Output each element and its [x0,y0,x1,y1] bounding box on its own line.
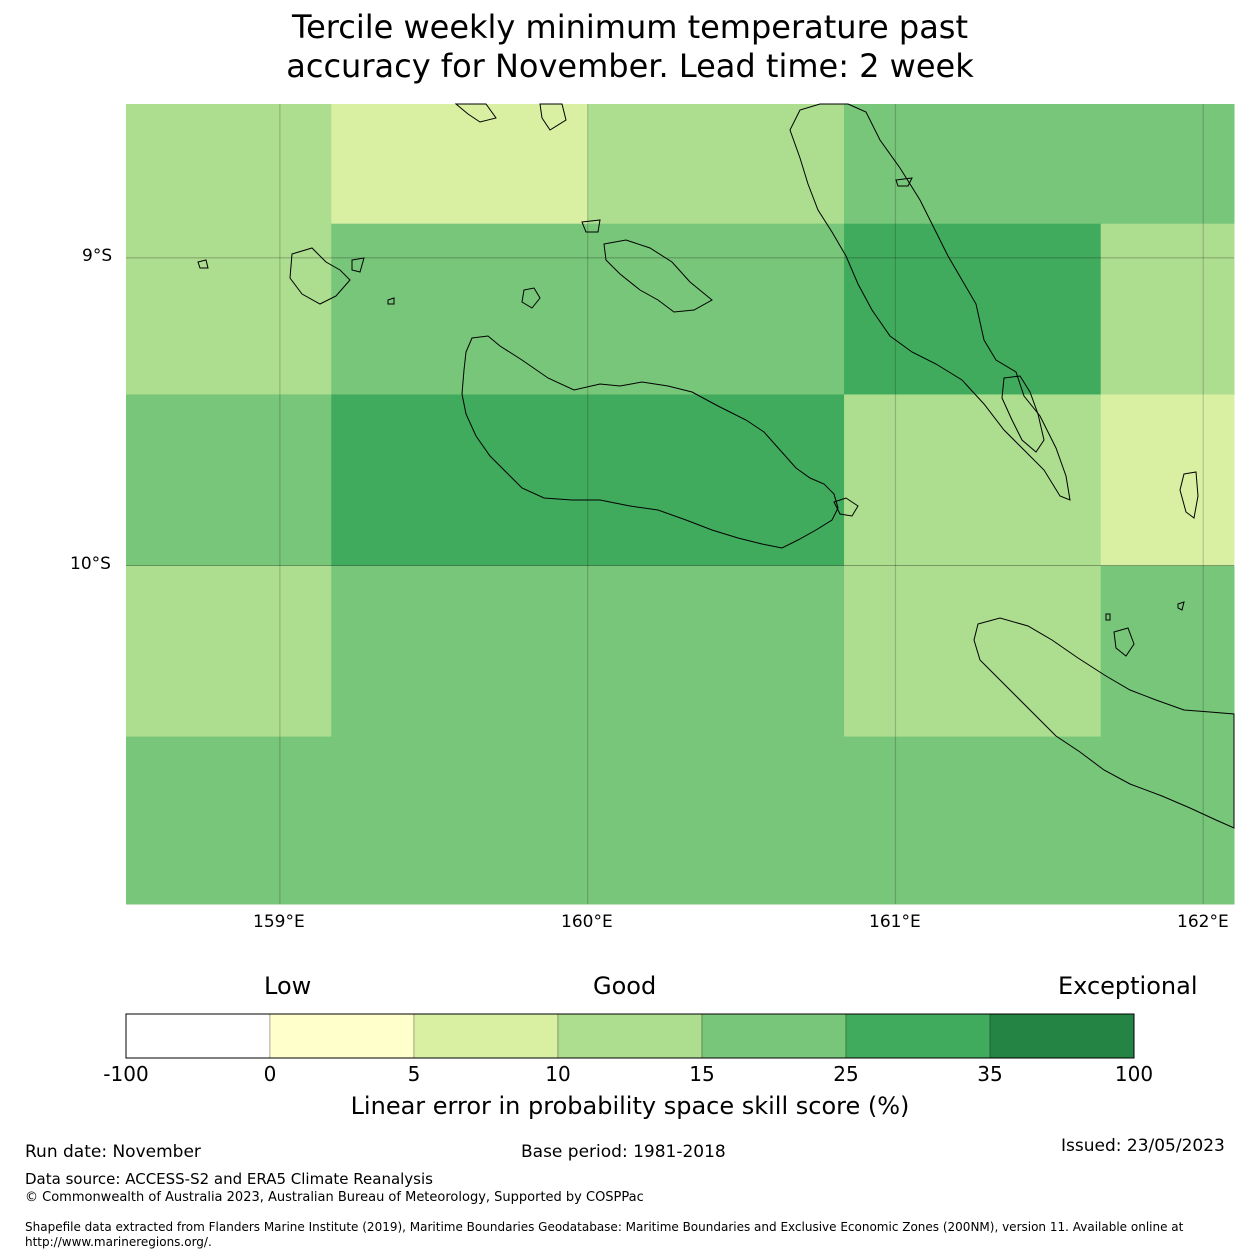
graticule-lines [126,104,1234,904]
skill-cell [331,394,589,567]
skill-cell [1100,104,1235,225]
skill-cell [126,394,332,567]
lat-label-10s: 10°S [70,554,111,574]
shapefile-credit-line-1: Shapefile data extracted from Flanders M… [25,1220,1184,1234]
map-title-line-2: accuracy for November. Lead time: 2 week [286,47,974,85]
skill-cell [844,223,1102,395]
coastline-islet-e3 [1105,613,1111,621]
skill-cell [844,104,1102,225]
skill-cell [1100,736,1235,905]
coastline-russell [289,247,351,305]
skill-cell [844,736,1102,905]
skill-cell [126,104,332,225]
colorbar-tick: -100 [103,1062,149,1086]
coastline-islet-east [1179,471,1199,519]
lon-label-160e: 160°E [561,912,613,932]
colorbar-header-exceptional: Exceptional [1058,972,1198,1000]
coastline-ulawa [1113,627,1135,657]
coastline-malaita [789,103,1071,501]
skill-cell [331,736,589,905]
skill-cell [587,223,845,395]
skill-cell [1100,394,1235,567]
colorbar-swatch [557,1013,703,1059]
skill-cell [331,565,589,738]
skill-cell [331,223,589,395]
skill-cell [1100,223,1235,395]
coastline-north-islet [539,103,567,131]
skill-cell [126,736,332,905]
skill-cell [331,104,589,225]
base-period: Base period: 1981-2018 [521,1142,726,1162]
skill-cell [844,394,1102,567]
lon-label-159e: 159°E [253,912,305,932]
skill-cell [126,565,332,738]
colorbar-tick: 15 [689,1062,715,1086]
colorbar-tick: 10 [545,1062,571,1086]
shapefile-credit-line-2: http://www.marineregions.org/. [25,1235,212,1249]
skill-grid-cells [126,104,1235,905]
data-source: Data source: ACCESS-S2 and ERA5 Climate … [25,1170,433,1188]
colorbar-tick: 5 [407,1062,421,1086]
coastline-northeast-islet [895,177,913,187]
skill-cell [587,736,845,905]
skill-cell [587,394,845,567]
colorbar [125,1013,1135,1059]
coastline-makira [973,617,1235,829]
colorbar-swatch [269,1013,415,1059]
coastline-nggela [603,239,713,313]
lon-label-162e: 162°E [1177,912,1229,932]
coastlines [197,103,1235,829]
coastline-small-malaita [1001,375,1045,453]
coastline-islet-west [197,259,209,269]
coastline-guadalcanal [461,335,839,549]
coastline-savo [521,287,541,309]
skill-cell [126,223,332,395]
copyright: © Commonwealth of Australia 2023, Austra… [25,1190,644,1205]
lat-label-9s: 9°S [82,246,113,266]
coastline-nggela-islet [581,219,601,233]
map-title-line-1: Tercile weekly minimum temperature past [291,8,969,46]
coastline-northwest [454,103,497,123]
skill-cell [1100,565,1235,738]
skill-cell [587,104,845,225]
colorbar-tick: 0 [263,1062,277,1086]
colorbar-swatch [845,1013,991,1059]
coastline-russell-islet [351,257,365,273]
coastline-islet-small [387,297,395,305]
skill-cell [587,565,845,738]
colorbar-tick: 35 [977,1062,1003,1086]
colorbar-header-good: Good [593,972,657,1000]
colorbar-swatch [989,1013,1135,1059]
colorbar-tick: 100 [1114,1062,1154,1086]
colorbar-swatches [125,1013,1135,1059]
issued-date: Issued: 23/05/2023 [1061,1136,1225,1156]
colorbar-swatch [701,1013,847,1059]
lon-label-161e: 161°E [869,912,921,932]
colorbar-frame [125,1013,1135,1059]
colorbar-header-low: Low [264,972,312,1000]
coastline-islet-e2 [1177,601,1185,611]
skill-cell [844,565,1102,738]
colorbar-label: Linear error in probability space skill … [350,1092,910,1120]
colorbar-tick: 25 [833,1062,859,1086]
coastline-savo-tip [833,497,859,517]
colorbar-swatch [413,1013,559,1059]
colorbar-swatch [125,1013,271,1059]
run-date: Run date: November [25,1142,201,1162]
